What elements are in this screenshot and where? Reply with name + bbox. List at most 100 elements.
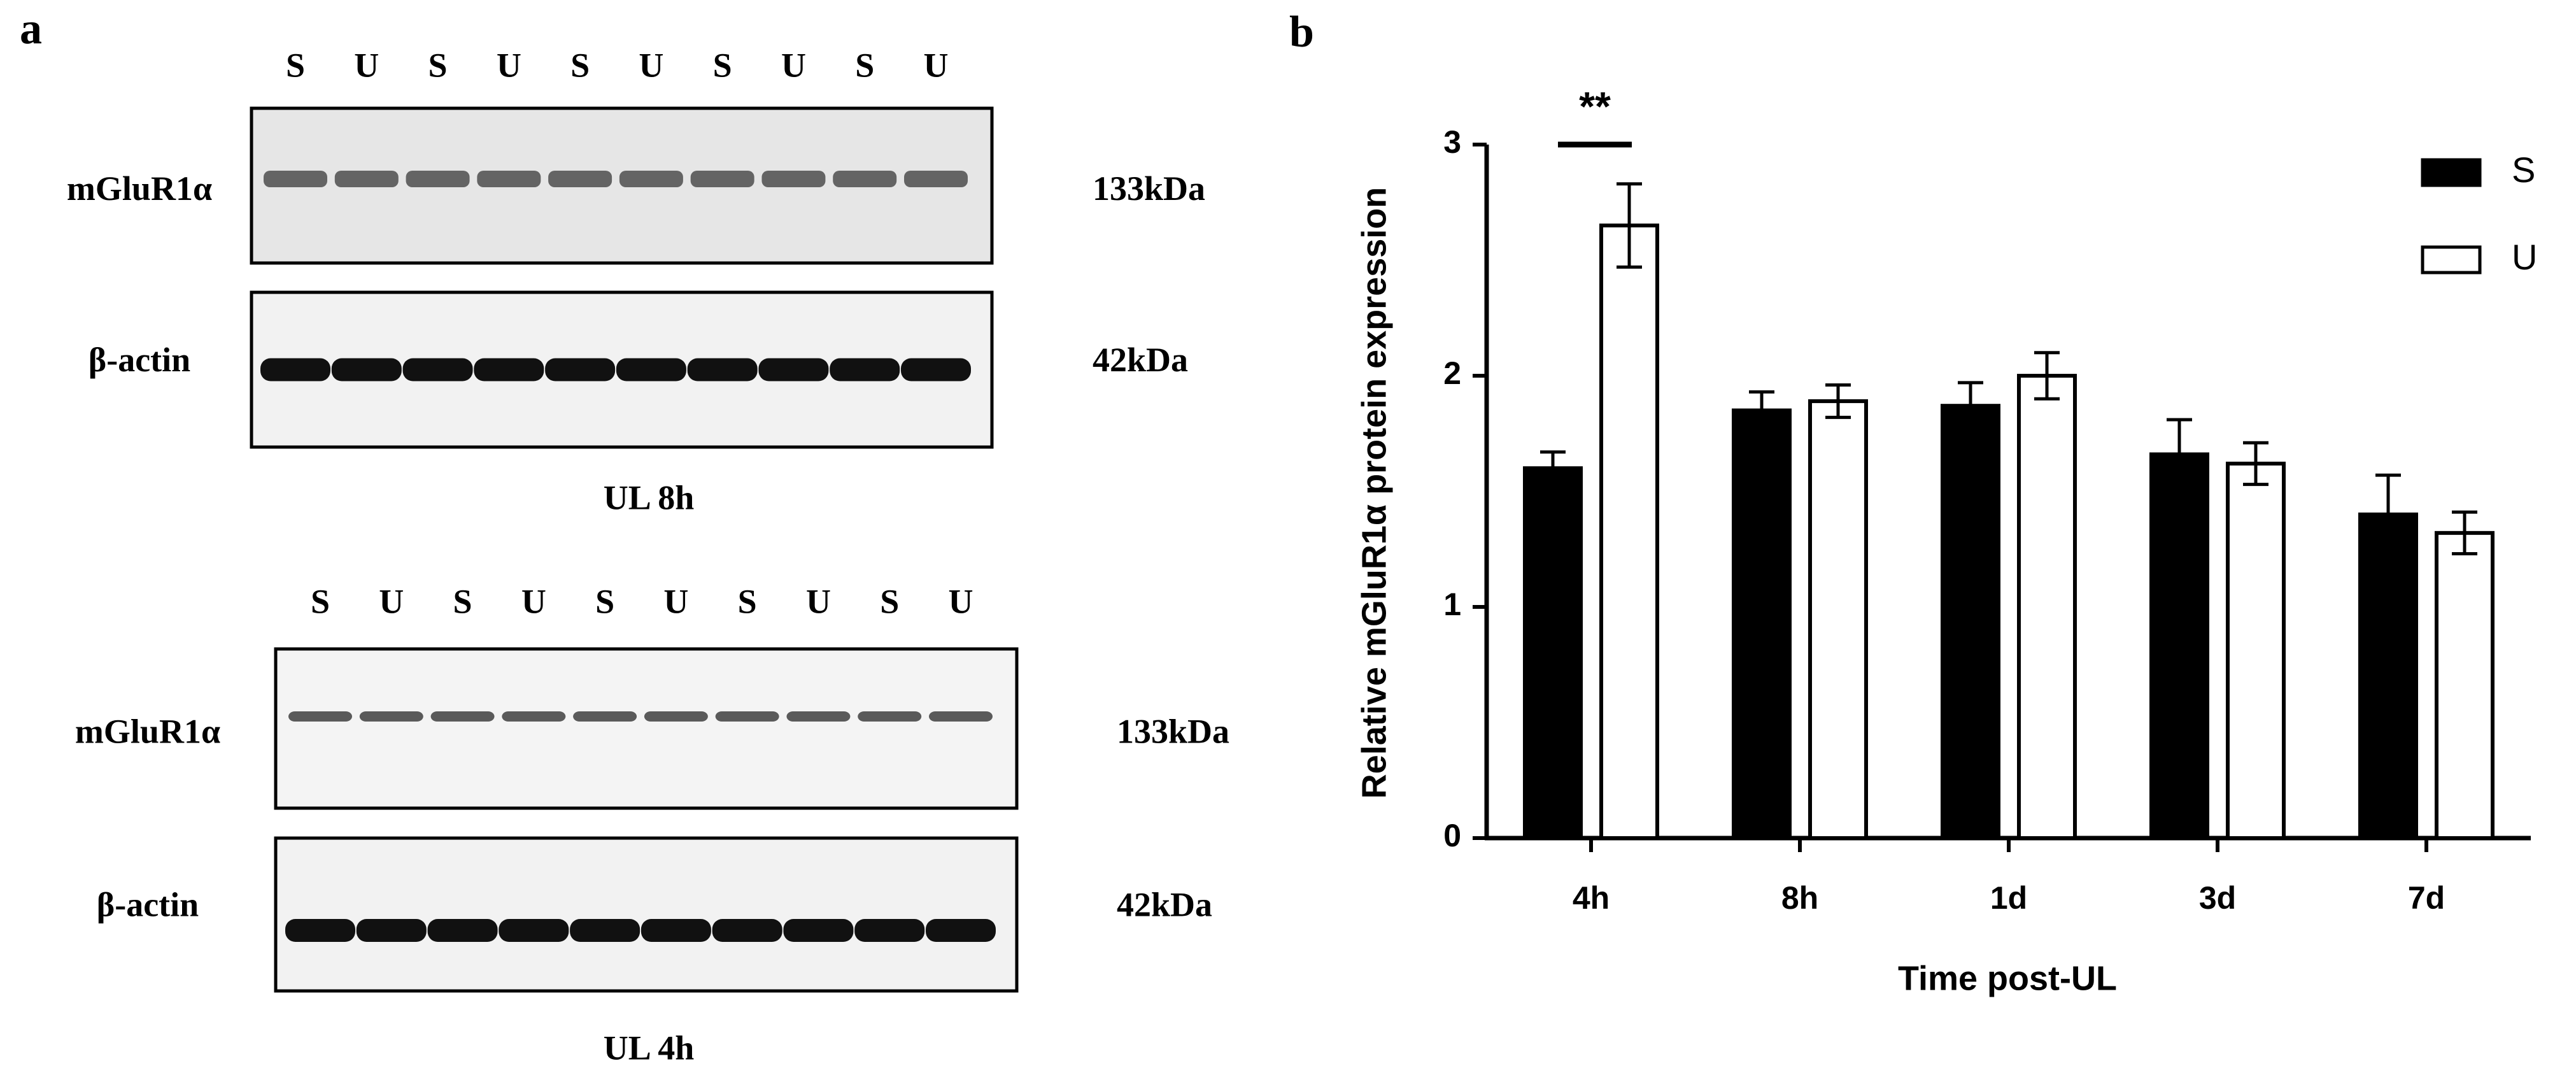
panel-label: a [20,4,42,53]
lane-label: U [924,46,949,84]
band [477,171,541,187]
protein-label: β-actin [97,885,199,923]
band [901,358,971,381]
band [833,171,897,187]
lane-label: S [713,46,732,84]
chart: Time post-UL Relative mGluR1α protein ex… [1355,83,2537,997]
band [690,171,754,187]
x-tick-label: 1d [1990,880,2027,916]
bar [1523,466,1583,840]
band [687,358,758,381]
lane-label: U [354,46,379,84]
error-bar [2167,418,2192,491]
band [402,358,473,381]
error-bar [1825,383,1851,419]
bar [1941,404,2000,840]
lane-label: S [286,46,305,84]
error-bar [2034,351,2060,401]
error-bar [1958,381,1983,431]
y-tick-label: 0 [1443,818,1461,853]
size-label: 42kDa [1117,885,1212,923]
bar [1808,399,1868,840]
bar [2226,461,2286,840]
x-tick-label: 3d [2199,880,2236,916]
size-label: 133kDa [1117,712,1229,750]
lane-label: U [639,46,663,84]
band [502,711,566,722]
band [858,711,922,722]
y-tick-label: 2 [1443,355,1461,391]
lane-label: S [428,46,448,84]
band [548,171,612,187]
band [356,919,427,942]
bar [1599,224,1659,840]
legend-label: U [2512,237,2537,277]
x-axis-label: Time post-UL [1898,959,2117,997]
protein-label: mGluR1α [75,712,220,750]
band [712,919,782,942]
band [786,711,851,722]
band [285,919,355,942]
error-bar [2375,473,2401,556]
lane-label: S [595,582,614,620]
x-tick-label: 4h [1573,880,1610,916]
legend-label: S [2512,150,2535,190]
band [761,171,826,187]
bar [2435,530,2495,841]
band [644,711,708,722]
bar [2358,512,2418,840]
lane-label: U [521,582,546,620]
annotation: ** [1579,83,1611,129]
x-tick-label: 7d [2408,880,2445,916]
band [334,171,399,187]
protein-label: β-actin [88,341,190,379]
band [359,711,423,722]
lane-label: S [453,582,472,620]
lane-label: U [781,46,806,84]
lane-label: U [379,582,404,620]
band [499,919,569,942]
lane-label: U [663,582,688,620]
bar [2017,374,2077,840]
error-bar [1540,450,1566,487]
lane-label: S [311,582,330,620]
legend-swatch [2421,245,2482,274]
lane-label: S [855,46,874,84]
band [929,711,993,722]
y-axis-label: Relative mGluR1α protein expression [1355,187,1393,799]
lane-label: S [880,582,899,620]
legend-swatch [2421,158,2482,187]
lane-label: S [738,582,757,620]
band [573,711,637,722]
error-bar [1749,390,1774,431]
band [854,919,925,942]
lane-label: U [806,582,831,620]
lane-label: U [949,582,973,620]
band [545,358,616,381]
bar [1732,408,1792,840]
lane-label: S [570,46,590,84]
y-tick-label: 1 [1443,587,1461,622]
band [264,171,327,187]
band [616,358,686,381]
blot-frame [274,836,1019,993]
band [715,711,779,722]
y-tick-label: 3 [1443,124,1461,160]
band [904,171,968,187]
band [926,919,996,942]
x-tick-label: 8h [1781,880,1818,916]
protein-label: mGluR1α [67,169,212,208]
panel-label: b [1289,8,1314,57]
band [430,711,495,722]
blot-caption: UL 4h [604,1029,695,1067]
size-label: 133kDa [1093,169,1205,208]
error-bar [2243,441,2268,487]
band [331,358,402,381]
blot-caption: UL 8h [604,478,695,516]
error-bar [2452,510,2477,556]
band [830,358,900,381]
band [474,358,544,381]
blot-frame [274,647,1019,810]
